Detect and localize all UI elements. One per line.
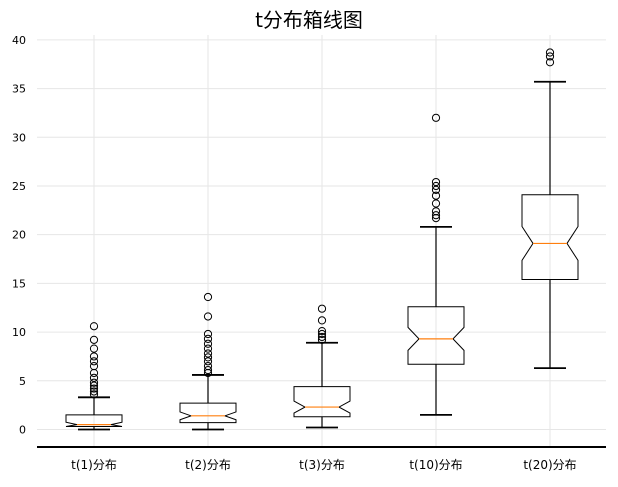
outlier-point [203,349,213,358]
notched-box [179,402,237,424]
y-tick-label: 35 [12,83,26,96]
outlier-point [545,52,555,61]
outlier-point [317,332,327,342]
outlier-point [431,177,441,187]
outlier-point [203,292,213,302]
x-tick-label: t(2)分布 [185,458,231,472]
outlier-point [203,344,213,353]
y-tick-label: 30 [12,131,26,144]
outlier-point [89,373,99,382]
y-tick-label: 25 [12,180,26,193]
outlier-point [89,378,99,387]
y-tick-label: 40 [12,34,26,47]
outlier-point [431,211,441,220]
outlier-point [317,316,327,325]
outlier-point [431,207,441,216]
outlier-point [89,384,99,393]
outlier-point [317,335,327,344]
outlier-point [431,185,441,194]
y-tick-label: 5 [19,375,26,388]
outlier-point [545,58,555,67]
notched-box [65,414,123,428]
y-tick-label: 0 [19,423,26,436]
outlier-point [317,329,327,339]
outlier-point [317,326,327,336]
outlier-point [431,113,441,122]
notched-box [521,194,579,280]
outlier-point [203,312,213,321]
outlier-point [89,344,99,353]
outlier-point [89,390,99,399]
outlier-point [203,353,213,362]
box-layer [65,48,579,431]
outlier-point [203,339,213,348]
box-group [407,113,465,416]
box-group [179,292,237,431]
outlier-point [89,335,99,344]
outlier-point [431,181,441,191]
x-tick-label: t(1)分布 [71,458,117,472]
outlier-point [203,365,213,375]
outlier-point [89,362,99,371]
outlier-point [89,381,99,390]
outlier-point [545,48,555,57]
x-tick-label: t(10)分布 [409,458,462,472]
box-group [293,304,351,429]
outlier-point [203,329,213,339]
y-tick-label: 10 [12,326,26,339]
x-tick-label: t(3)分布 [299,458,345,472]
x-tick-label: t(20)分布 [523,458,576,472]
outlier-point [89,387,99,396]
outlier-point [431,191,441,200]
notched-box [293,386,351,418]
box-group [521,48,579,370]
outlier-point [203,357,213,366]
chart-title: t分布箱线图 [255,8,363,32]
outlier-point [203,362,213,371]
outlier-point [317,304,327,313]
outlier-point [89,322,99,331]
outlier-point [89,352,99,361]
outlier-point [431,199,441,208]
y-tick-label: 15 [12,277,26,290]
axis-layer: 0 5 10 15 20 25 30 35 40 t(1)分布 t(2)分布 t(3)分布 t(10)分… [12,34,606,472]
outlier-point [203,334,213,343]
box-group [65,322,123,431]
outlier-point [89,357,99,366]
y-tick-label: 20 [12,229,26,242]
notched-box [407,306,465,365]
